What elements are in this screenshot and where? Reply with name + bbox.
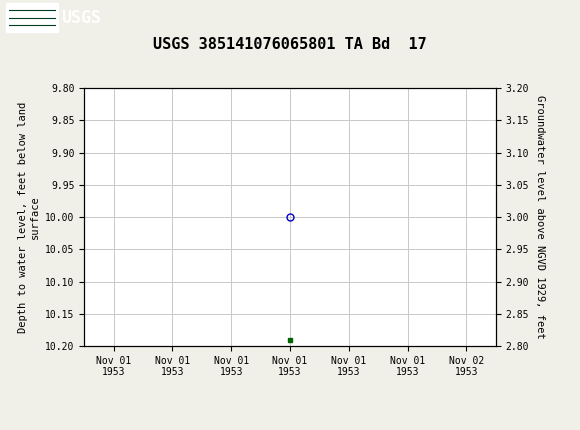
- Y-axis label: Depth to water level, feet below land
surface: Depth to water level, feet below land su…: [18, 101, 39, 333]
- Bar: [6, 3, 58, 32]
- Text: USGS 385141076065801 TA Bd  17: USGS 385141076065801 TA Bd 17: [153, 37, 427, 52]
- Y-axis label: Groundwater level above NGVD 1929, feet: Groundwater level above NGVD 1929, feet: [535, 95, 545, 339]
- Text: USGS: USGS: [61, 9, 101, 27]
